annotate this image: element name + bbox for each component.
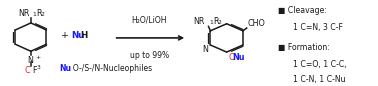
Text: NR: NR	[193, 17, 204, 26]
Text: +: +	[61, 31, 69, 40]
Text: +: +	[35, 55, 40, 60]
Text: up to 99%: up to 99%	[130, 51, 169, 60]
Text: 2: 2	[217, 20, 221, 25]
Text: NR: NR	[18, 9, 29, 18]
Text: H₂O/LiOH: H₂O/LiOH	[132, 16, 167, 25]
Text: 1 C-N, 1 C-Nu: 1 C-N, 1 C-Nu	[293, 75, 345, 84]
Text: F: F	[32, 66, 36, 75]
Text: ■ Cleavage:: ■ Cleavage:	[277, 6, 326, 15]
Text: Nu: Nu	[233, 53, 245, 62]
Text: R: R	[36, 9, 42, 18]
Text: H: H	[81, 31, 88, 40]
Text: 2: 2	[40, 12, 45, 17]
Text: CHO: CHO	[248, 19, 266, 28]
Text: R: R	[213, 17, 218, 26]
Text: N: N	[203, 45, 209, 54]
Text: 3: 3	[37, 65, 40, 70]
Text: C: C	[228, 53, 234, 62]
Text: 1 C=O, 1 C-C,: 1 C=O, 1 C-C,	[293, 60, 346, 69]
Text: : O-/S-/N-Nucleophiles: : O-/S-/N-Nucleophiles	[68, 64, 152, 73]
Text: 1: 1	[209, 20, 213, 25]
Text: 1 C=N, 3 C-F: 1 C=N, 3 C-F	[293, 23, 342, 32]
Text: N: N	[27, 56, 33, 65]
Text: 1: 1	[33, 12, 37, 17]
Text: C: C	[24, 66, 30, 75]
Text: Nu: Nu	[71, 31, 85, 40]
Text: Nu: Nu	[59, 64, 71, 73]
Text: ■ Formation:: ■ Formation:	[277, 43, 329, 52]
